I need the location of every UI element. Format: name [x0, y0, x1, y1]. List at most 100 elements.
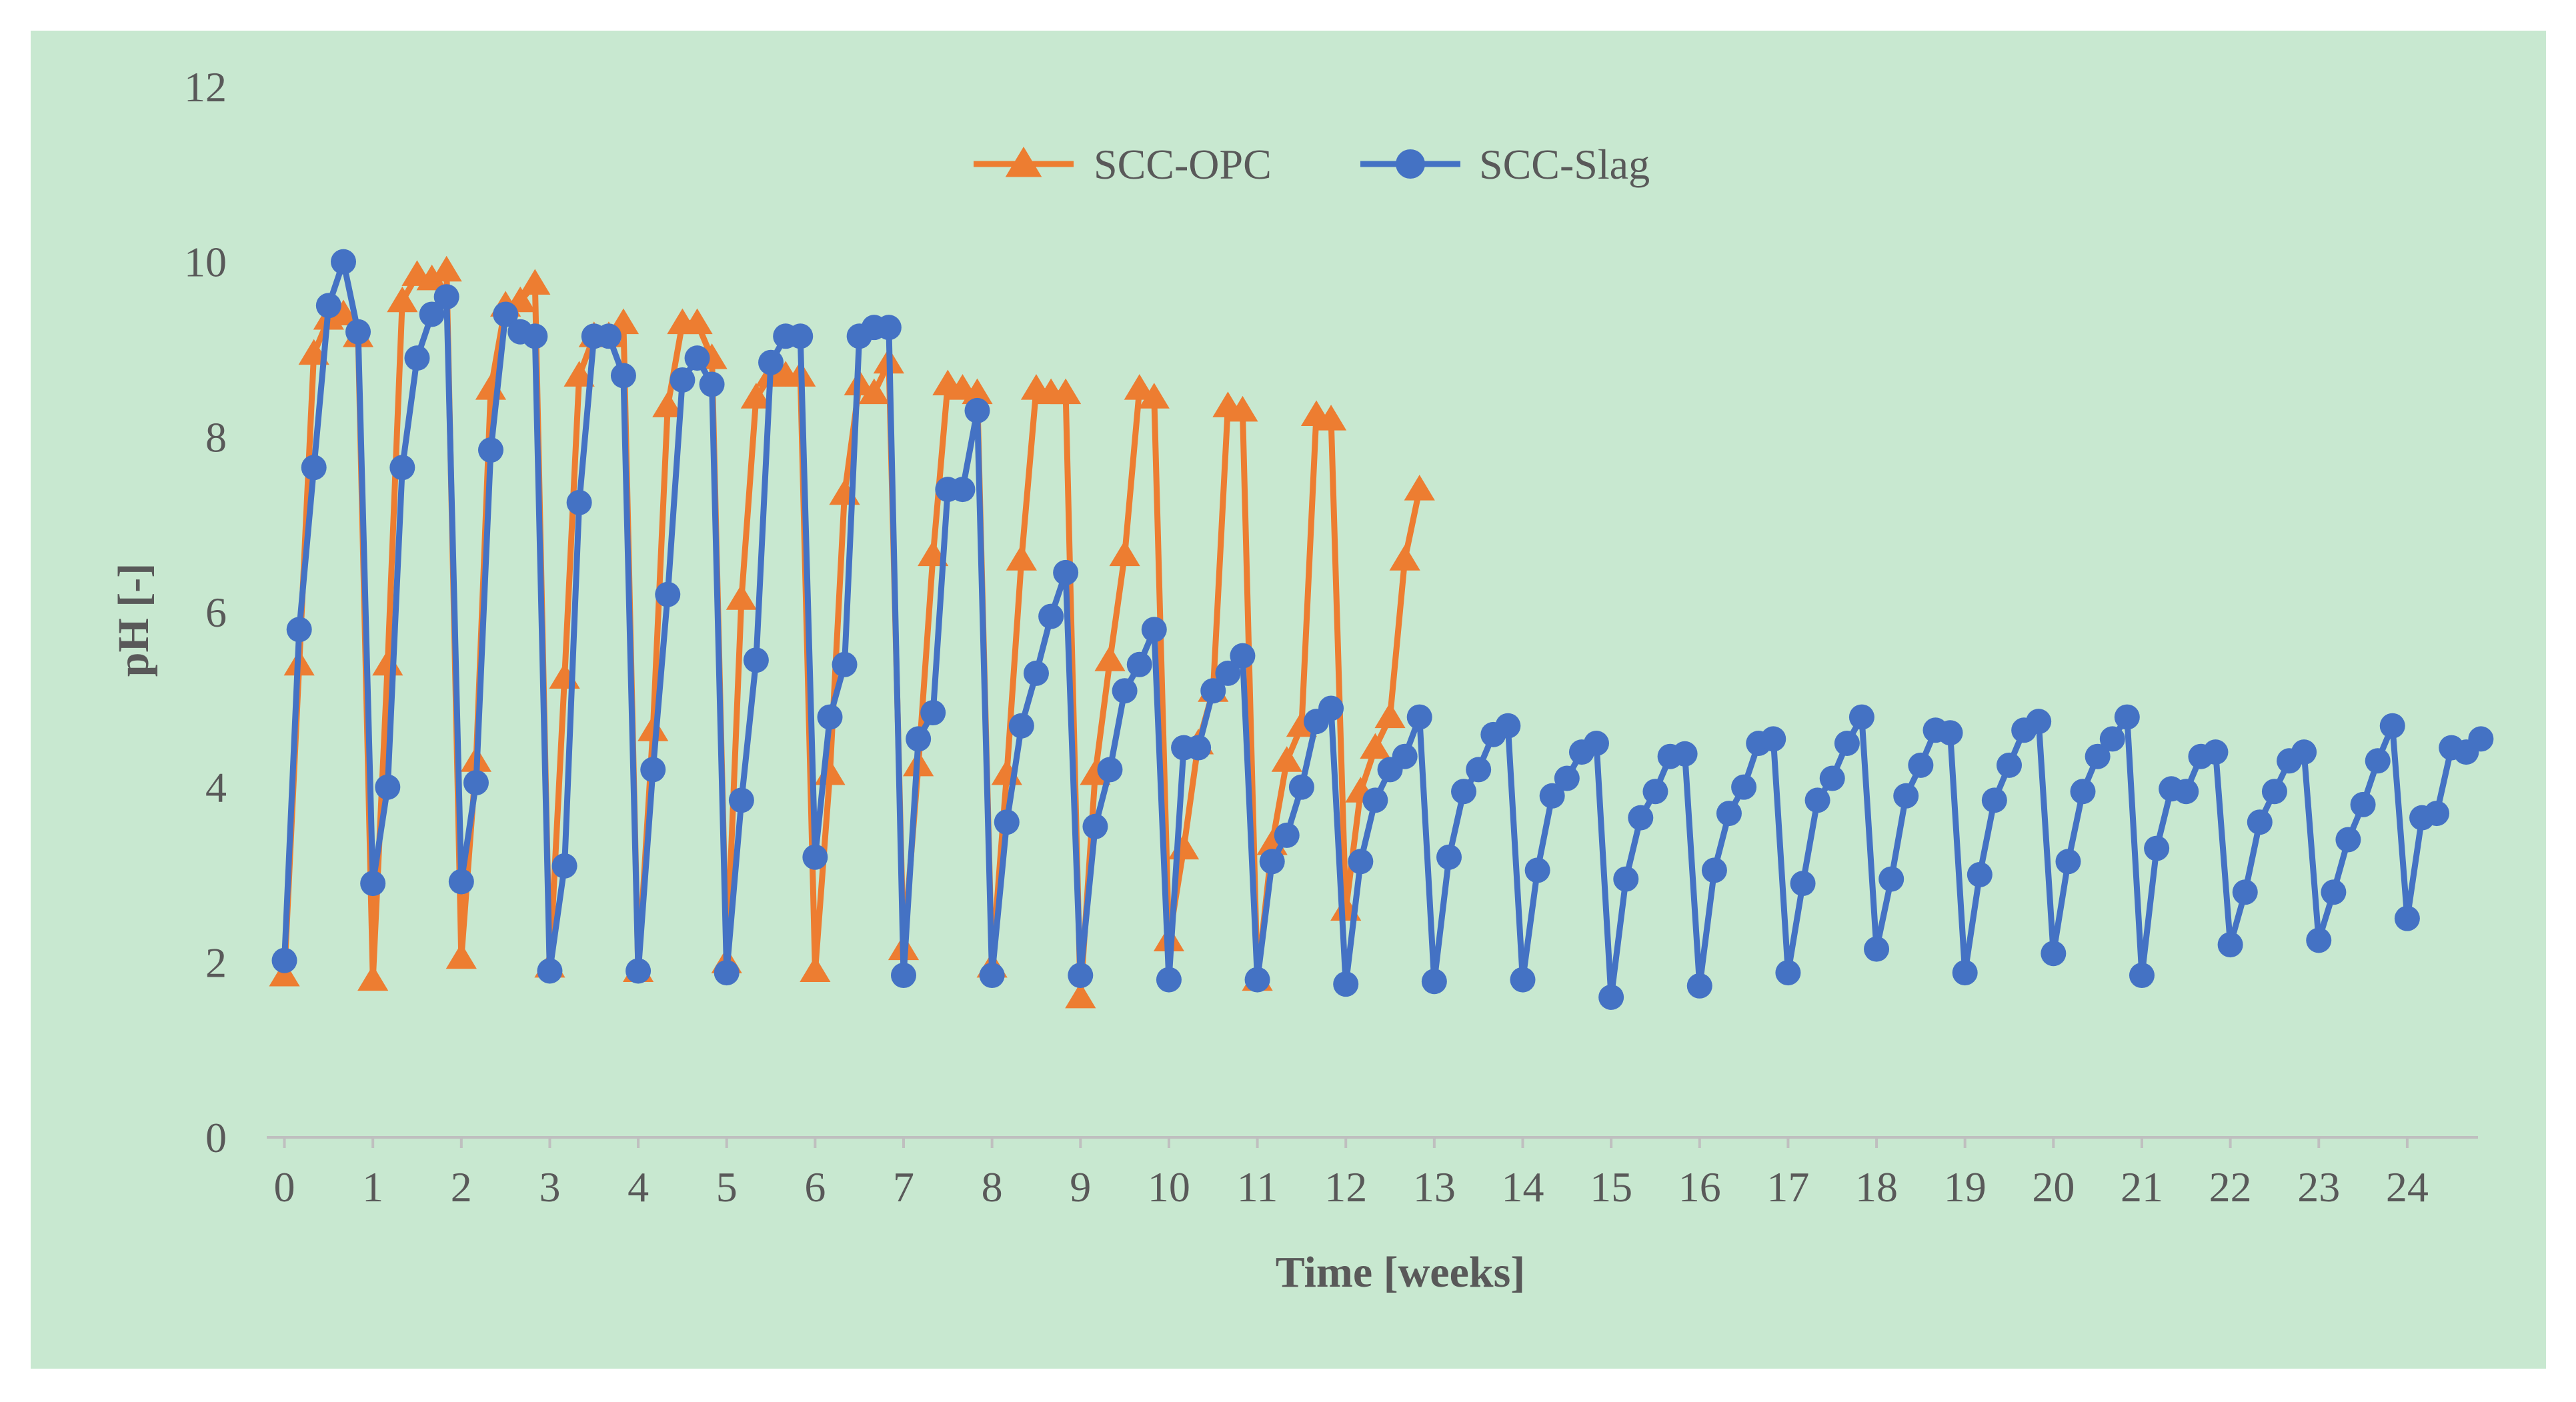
data-point-triangle: [387, 286, 418, 313]
data-point-circle: [315, 293, 341, 319]
data-point-circle: [2365, 748, 2391, 774]
data-point-circle: [2350, 791, 2376, 817]
data-point-circle: [551, 853, 577, 879]
x-tick-label: 18: [1855, 1163, 1898, 1211]
x-tick-label: 22: [2209, 1163, 2252, 1211]
data-point-circle: [419, 301, 445, 327]
data-point-triangle: [1404, 475, 1435, 501]
data-point-circle: [1893, 783, 1919, 809]
data-point-circle: [950, 477, 976, 503]
data-point-triangle: [962, 378, 993, 405]
x-tick-label: 24: [2386, 1163, 2429, 1211]
data-point-triangle: [858, 378, 890, 405]
data-point-circle: [1186, 735, 1212, 761]
data-point-circle: [1539, 783, 1565, 809]
data-point-circle: [2144, 835, 2170, 861]
data-point-circle: [684, 345, 710, 371]
data-point-circle: [463, 770, 489, 796]
series-scc-slag: [271, 249, 2494, 1010]
data-point-circle: [2335, 827, 2361, 853]
x-tick-label: 9: [1070, 1163, 1091, 1211]
data-point-circle: [1053, 559, 1079, 585]
y-tick-label: 0: [205, 1114, 227, 1161]
x-tick-label: 14: [1501, 1163, 1544, 1211]
data-point-circle: [2247, 809, 2273, 835]
data-point-circle: [1981, 787, 2007, 813]
data-point-circle: [2306, 927, 2332, 953]
data-point-circle: [906, 726, 932, 752]
data-point-circle: [2424, 801, 2450, 827]
data-point-circle: [2055, 849, 2081, 875]
data-point-circle: [1082, 813, 1108, 839]
x-tick-label: 11: [1237, 1163, 1278, 1211]
legend-label: SCC-Slag: [1479, 141, 1650, 188]
x-tick-label: 4: [627, 1163, 649, 1211]
data-point-triangle: [1315, 405, 1347, 431]
x-tick-label: 3: [539, 1163, 560, 1211]
data-point-triangle: [416, 264, 447, 291]
x-tick-label: 12: [1324, 1163, 1367, 1211]
data-point-circle: [2041, 941, 2067, 967]
data-point-circle: [1230, 643, 1256, 669]
data-point-circle: [802, 844, 828, 870]
y-tick-label: 6: [205, 589, 227, 636]
data-point-triangle: [652, 391, 684, 417]
data-point-circle: [2394, 905, 2420, 931]
data-point-triangle: [431, 255, 462, 282]
data-point-circle: [1451, 779, 1477, 805]
data-point-circle: [493, 301, 519, 327]
data-point-circle: [2085, 743, 2111, 769]
data-point-circle: [477, 437, 503, 463]
legend-label: SCC-OPC: [1094, 141, 1272, 188]
data-point-circle: [610, 363, 636, 389]
data-point-circle: [1097, 757, 1123, 783]
data-point-circle: [1333, 971, 1359, 997]
data-point-circle: [1908, 752, 1934, 778]
data-point-triangle: [1124, 374, 1155, 400]
data-point-circle: [758, 349, 784, 375]
data-point-circle: [1554, 765, 1580, 791]
data-point-circle: [1126, 651, 1152, 677]
y-tick-label: 4: [205, 764, 227, 811]
data-point-circle: [2070, 779, 2096, 805]
data-point-triangle: [269, 961, 300, 987]
data-point-circle: [1141, 617, 1167, 643]
data-point-circle: [1628, 805, 1654, 831]
x-tick-label: 6: [804, 1163, 826, 1211]
data-point-triangle: [1227, 395, 1258, 422]
data-point-triangle: [1271, 746, 1302, 772]
data-point-circle: [1396, 149, 1425, 179]
data-point-circle: [2114, 704, 2140, 730]
data-point-circle: [1510, 967, 1536, 993]
data-point-triangle: [1094, 645, 1126, 671]
data-point-circle: [1864, 936, 1890, 962]
data-point-circle: [2291, 739, 2317, 765]
data-point-circle: [1348, 849, 1374, 875]
data-point-triangle: [519, 269, 551, 295]
data-point-circle: [2026, 709, 2052, 735]
data-point-circle: [1023, 660, 1049, 686]
data-point-circle: [2468, 726, 2494, 752]
data-point-circle: [1495, 713, 1521, 739]
x-tick-label: 13: [1413, 1163, 1456, 1211]
data-point-triangle: [637, 715, 669, 741]
data-point-circle: [743, 647, 769, 673]
data-point-circle: [301, 455, 327, 481]
data-point-circle: [1731, 774, 1757, 800]
legend-item: SCC-OPC: [974, 141, 1272, 188]
data-point-circle: [2217, 932, 2243, 958]
data-point-circle: [625, 958, 652, 984]
data-point-circle: [1775, 960, 1801, 986]
x-tick-label: 7: [893, 1163, 914, 1211]
data-point-circle: [1878, 866, 1904, 892]
data-point-circle: [788, 323, 814, 349]
y-axis-title: pH [-]: [109, 563, 158, 677]
data-point-circle: [1583, 731, 1609, 756]
x-tick-label: 8: [982, 1163, 1003, 1211]
x-tick-label: 1: [362, 1163, 383, 1211]
data-point-circle: [537, 958, 563, 984]
data-point-circle: [699, 371, 725, 397]
data-point-circle: [286, 617, 312, 643]
data-point-triangle: [682, 308, 713, 335]
